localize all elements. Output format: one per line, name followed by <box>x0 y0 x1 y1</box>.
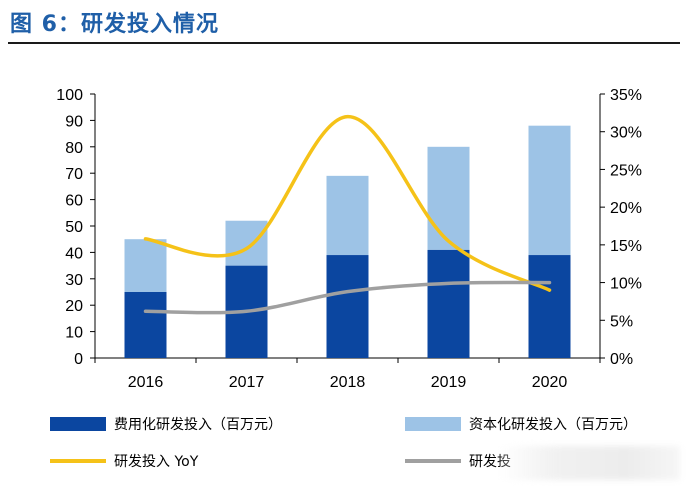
y-left-tick-label: 70 <box>65 166 83 183</box>
y-right-tick-label: 10% <box>610 276 642 293</box>
x-tick-label: 2016 <box>128 374 164 391</box>
legend-label-2: 研发投入 YoY <box>114 454 199 470</box>
y-left-tick-label: 100 <box>56 87 83 104</box>
y-right-tick-label: 0% <box>610 351 633 368</box>
line-yoy <box>143 114 552 292</box>
y-left-tick-label: 40 <box>65 245 83 262</box>
bars <box>124 125 571 358</box>
bar-capitalized-2020 <box>528 125 571 256</box>
y-left-tick-label: 80 <box>65 140 83 157</box>
x-tick-label: 2019 <box>431 374 467 391</box>
bar-capitalized-2019 <box>427 146 470 250</box>
y-right-tick-label: 35% <box>610 87 642 104</box>
lines <box>143 114 552 315</box>
y-left-tick-label: 90 <box>65 113 83 130</box>
y-right-tick-label: 5% <box>610 313 633 330</box>
blurred-region <box>500 446 680 480</box>
legend: 费用化研发投入（百万元） 资本化研发投入（百万元）研发投入 YoY 研发投 <box>50 417 637 470</box>
legend-swatch-0 <box>50 417 106 431</box>
line-ratio <box>143 280 552 315</box>
bar-expensed-2018 <box>326 255 369 358</box>
bar-capitalized-2016 <box>124 239 167 292</box>
bar-capitalized-2017 <box>225 220 268 266</box>
legend-label-0: 费用化研发投入（百万元） <box>114 417 282 433</box>
y-right-tick-label: 25% <box>610 162 642 179</box>
y-right-tick-label: 15% <box>610 238 642 255</box>
y-right-tick-label: 30% <box>610 125 642 142</box>
y-left-tick-label: 60 <box>65 193 83 210</box>
bar-expensed-2016 <box>124 292 167 358</box>
x-tick-label: 2020 <box>532 374 568 391</box>
figure-title: 图 6：研发投入情况 <box>10 12 219 37</box>
title-divider <box>8 42 680 44</box>
x-tick-label: 2017 <box>229 374 265 391</box>
y-left-tick-label: 20 <box>65 298 83 315</box>
y-left-tick-label: 0 <box>74 351 83 368</box>
bar-expensed-2020 <box>528 255 571 358</box>
y-left-tick-label: 10 <box>65 325 83 342</box>
bar-expensed-2019 <box>427 249 470 358</box>
x-tick-label: 2018 <box>330 374 366 391</box>
bar-capitalized-2018 <box>326 175 369 256</box>
legend-swatch-1 <box>405 417 461 431</box>
legend-label-1: 资本化研发投入（百万元） <box>469 417 637 433</box>
y-right-tick-label: 20% <box>610 200 642 217</box>
axes: 0 10 20 30 40 50 60 70 80 90 100 0% 5% 10% 15% 20% 25% 30… <box>56 87 642 391</box>
y-left-tick-label: 30 <box>65 272 83 289</box>
y-left-tick-label: 50 <box>65 219 83 236</box>
